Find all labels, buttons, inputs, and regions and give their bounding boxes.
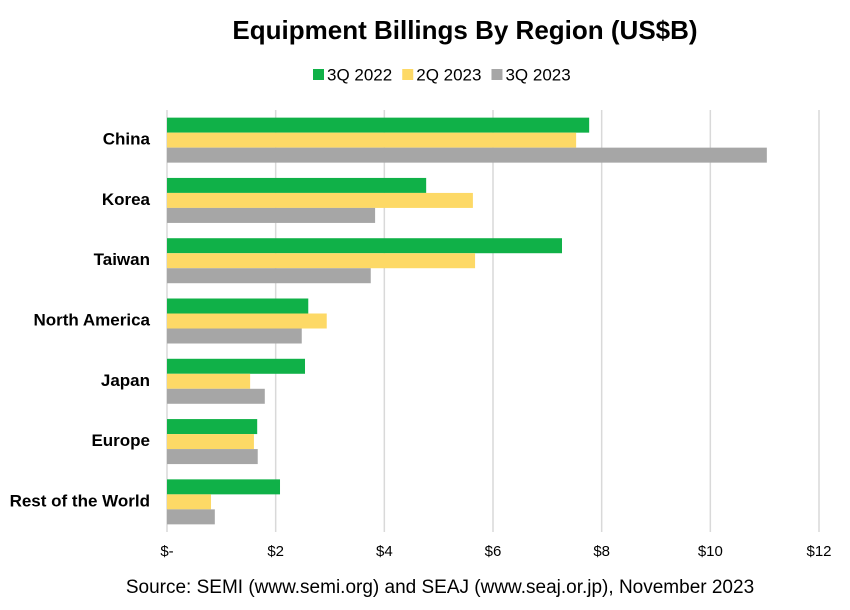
bar xyxy=(167,419,258,435)
x-tick-label: $6 xyxy=(485,543,502,560)
bar xyxy=(167,358,306,374)
x-tick-label: $2 xyxy=(267,543,284,560)
bar xyxy=(167,328,302,344)
bar xyxy=(167,177,427,193)
bar xyxy=(167,253,476,269)
x-tick-label: $- xyxy=(160,543,173,560)
y-tick-label: Rest of the World xyxy=(10,491,150,510)
y-tick-label: China xyxy=(103,130,151,149)
x-tick-label: $10 xyxy=(698,543,723,560)
legend-label: 3Q 2023 xyxy=(505,65,570,84)
legend-swatch xyxy=(313,69,324,80)
bar xyxy=(167,298,309,314)
legend-swatch xyxy=(402,69,414,80)
bar xyxy=(167,117,590,133)
y-tick-label: Japan xyxy=(101,371,150,390)
bar xyxy=(167,509,215,525)
x-tick-label: $8 xyxy=(593,543,610,560)
y-tick-label: Taiwan xyxy=(94,250,150,269)
bar xyxy=(167,238,563,254)
legend-label: 3Q 2022 xyxy=(327,65,392,84)
y-tick-label: Europe xyxy=(91,431,150,450)
chart-title: Equipment Billings By Region (US$B) xyxy=(232,15,697,45)
y-tick-label: Korea xyxy=(102,190,151,209)
legend-label: 2Q 2023 xyxy=(416,65,481,84)
bar xyxy=(167,147,767,163)
bar xyxy=(167,132,577,148)
bar xyxy=(167,207,376,223)
bar xyxy=(167,494,212,510)
bar xyxy=(167,434,254,450)
bar xyxy=(167,192,473,208)
legend-swatch xyxy=(491,69,503,80)
bar xyxy=(167,479,281,495)
x-tick-label: $4 xyxy=(376,543,393,560)
bar xyxy=(167,388,265,404)
bar xyxy=(167,449,258,465)
x-tick-label: $12 xyxy=(806,543,831,560)
source-note: Source: SEMI (www.semi.org) and SEAJ (ww… xyxy=(126,577,754,598)
y-tick-label: North America xyxy=(33,310,150,329)
bar xyxy=(167,313,327,329)
bar xyxy=(167,373,251,389)
bar xyxy=(167,268,371,284)
